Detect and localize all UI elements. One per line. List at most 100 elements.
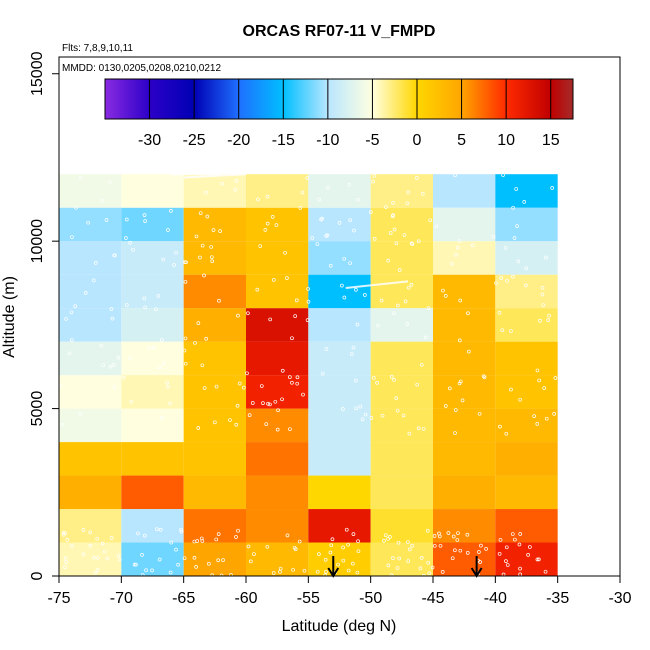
sample-point bbox=[544, 416, 549, 421]
heatmap-cell bbox=[246, 375, 309, 409]
colorbar-tick-label: -10 bbox=[316, 132, 339, 149]
heatmap-cell bbox=[183, 408, 246, 443]
sample-point bbox=[402, 233, 407, 237]
heatmap-cell bbox=[433, 341, 496, 376]
sample-point bbox=[169, 209, 173, 213]
sample-point bbox=[174, 250, 178, 255]
heatmap-cell bbox=[370, 542, 433, 576]
sample-point bbox=[371, 375, 376, 380]
sample-point bbox=[161, 257, 166, 262]
sample-point bbox=[458, 548, 463, 553]
heatmap-cell bbox=[308, 308, 371, 342]
sample-point bbox=[216, 532, 221, 536]
sample-point bbox=[348, 261, 352, 266]
heatmap-cell bbox=[308, 341, 371, 376]
sample-point bbox=[142, 296, 147, 301]
sample-point bbox=[117, 557, 122, 562]
sample-point bbox=[271, 571, 276, 575]
sample-point bbox=[143, 219, 147, 223]
sample-point bbox=[405, 322, 410, 326]
sample-point bbox=[453, 173, 457, 178]
sample-point bbox=[157, 365, 162, 370]
sample-point bbox=[369, 416, 374, 420]
heatmap-cell bbox=[495, 542, 558, 576]
sample-point bbox=[536, 557, 541, 562]
heatmap-cell bbox=[370, 274, 433, 309]
sample-point bbox=[134, 562, 138, 567]
sample-point bbox=[301, 392, 305, 397]
sample-point bbox=[169, 540, 174, 545]
heatmap-cells bbox=[59, 174, 558, 576]
heatmap-cell bbox=[433, 308, 496, 342]
sample-point bbox=[406, 559, 411, 563]
down-arrow-icon bbox=[470, 556, 483, 578]
sample-point bbox=[535, 422, 540, 426]
sample-point bbox=[65, 538, 70, 542]
sample-point bbox=[285, 276, 289, 280]
heatmap-cell bbox=[121, 174, 184, 208]
sample-point bbox=[384, 205, 388, 209]
sample-point bbox=[423, 335, 428, 340]
heatmap-cell bbox=[433, 475, 496, 510]
sample-point bbox=[371, 179, 375, 184]
sample-point bbox=[372, 173, 377, 178]
sample-point bbox=[229, 573, 233, 576]
sample-point bbox=[136, 531, 140, 536]
sample-point bbox=[179, 527, 183, 532]
heatmap-cell bbox=[59, 542, 122, 576]
sample-point bbox=[70, 544, 74, 548]
sample-point bbox=[376, 323, 380, 328]
x-axis: -75 -70 -65 -60 -55 -50 -45 -40 -35 -30 bbox=[47, 576, 632, 607]
heatmap-cell bbox=[495, 308, 558, 342]
heatmap-cell bbox=[308, 174, 371, 208]
sample-point bbox=[246, 544, 251, 549]
sample-point bbox=[221, 558, 225, 562]
y-tick-label: 15000 bbox=[29, 51, 46, 96]
sample-point bbox=[512, 236, 517, 240]
y-tick-label: 0 bbox=[29, 571, 46, 580]
sample-point bbox=[236, 313, 240, 318]
heatmap-cell bbox=[246, 341, 309, 376]
heatmap-cell bbox=[59, 308, 122, 342]
x-tick-label: -55 bbox=[297, 590, 320, 607]
sample-point bbox=[252, 552, 256, 556]
sample-point bbox=[317, 197, 322, 202]
sample-point bbox=[477, 411, 482, 416]
sample-point bbox=[214, 537, 219, 542]
sample-point bbox=[340, 283, 344, 288]
heatmap-cell bbox=[308, 274, 371, 309]
sample-point bbox=[110, 316, 115, 321]
heatmap-cell bbox=[370, 408, 433, 443]
heatmap-cell bbox=[183, 375, 246, 409]
sample-point bbox=[218, 229, 223, 233]
sample-point bbox=[368, 210, 373, 214]
heatmap-cell bbox=[495, 408, 558, 443]
sample-point bbox=[160, 338, 164, 342]
sample-point bbox=[544, 255, 548, 260]
sample-point bbox=[112, 385, 117, 389]
sample-point bbox=[362, 293, 367, 297]
sample-point bbox=[161, 361, 166, 365]
sample-point bbox=[513, 537, 517, 542]
x-tick-label: -65 bbox=[172, 590, 195, 607]
sample-point bbox=[375, 381, 379, 385]
sample-point bbox=[541, 303, 546, 307]
sample-point bbox=[457, 239, 462, 243]
sample-point bbox=[323, 573, 328, 576]
sample-point bbox=[320, 216, 324, 221]
heatmap-cell bbox=[121, 509, 184, 543]
sample-point bbox=[430, 565, 435, 570]
sample-point bbox=[425, 528, 430, 533]
down-arrow-icon bbox=[327, 556, 340, 578]
sample-point bbox=[325, 233, 330, 238]
sample-point bbox=[522, 200, 527, 204]
sample-point bbox=[336, 562, 340, 567]
sample-point bbox=[305, 176, 310, 180]
sample-point bbox=[504, 559, 508, 564]
heatmap-cell bbox=[183, 475, 246, 510]
sample-point bbox=[317, 552, 321, 556]
sample-point bbox=[166, 228, 170, 232]
track-segment bbox=[183, 173, 247, 179]
sample-point bbox=[347, 182, 352, 187]
sample-point bbox=[553, 376, 558, 380]
